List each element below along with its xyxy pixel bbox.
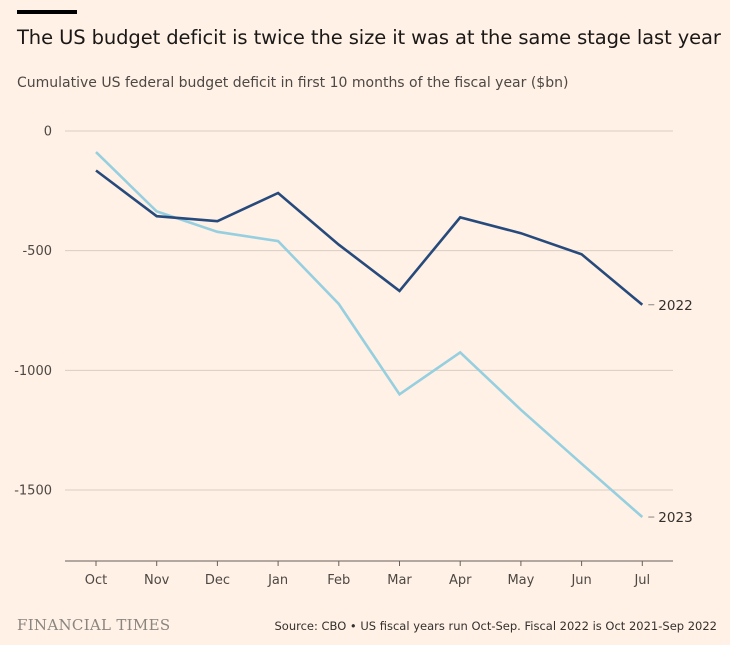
y-tick-label: -1500 — [14, 484, 52, 499]
x-tick-label: Jun — [570, 573, 591, 588]
top-accent-bar — [17, 10, 77, 14]
y-tick-label: -500 — [22, 244, 52, 259]
y-tick-label: 0 — [44, 125, 52, 140]
y-tick-label: -1000 — [14, 364, 52, 379]
x-tick-label: Feb — [327, 573, 350, 588]
chart-subtitle: Cumulative US federal budget deficit in … — [17, 75, 569, 91]
x-tick-label: Jul — [633, 573, 650, 588]
x-tick-label: Nov — [144, 573, 170, 588]
x-tick-label: Apr — [449, 573, 472, 588]
financial-times-logo: FINANCIAL TIMES — [17, 616, 171, 634]
series-line-2023 — [95, 151, 644, 518]
x-tick-label: May — [507, 573, 534, 588]
x-tick-label: Oct — [85, 573, 107, 588]
series-label-2022: 2022 — [658, 298, 692, 314]
source-note: Source: CBO • US fiscal years run Oct-Se… — [274, 619, 717, 633]
series-label-2023: 2023 — [658, 510, 692, 526]
x-tick-label: Dec — [205, 573, 230, 588]
series-line-2022 — [95, 169, 644, 306]
x-tick-label: Mar — [387, 573, 412, 588]
x-tick-label: Jan — [267, 573, 288, 588]
chart-title: The US budget deficit is twice the size … — [17, 26, 721, 49]
